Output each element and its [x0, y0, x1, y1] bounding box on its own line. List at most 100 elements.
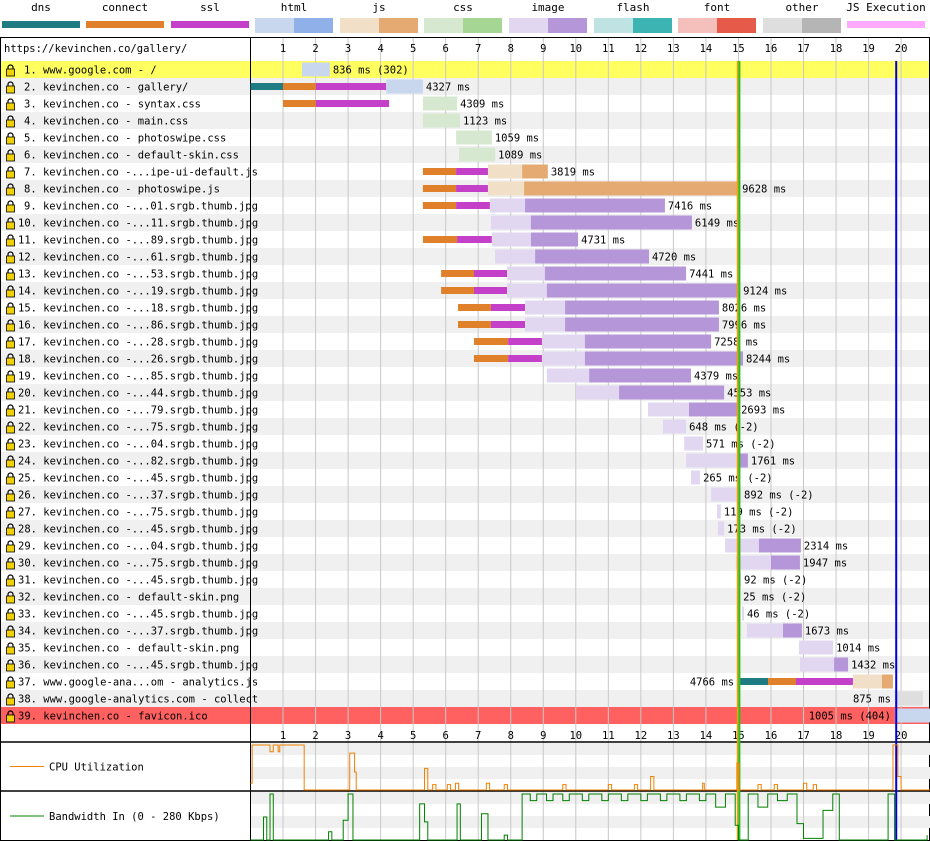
lock-icon	[6, 676, 15, 689]
tick-label: 6	[443, 730, 449, 742]
bar-segment-css-light	[422, 96, 458, 111]
request-label[interactable]: 2. kevinchen.co - gallery/	[24, 82, 188, 94]
request-label[interactable]: 7. kevinchen.co -...ipe-ui-default.js	[24, 167, 258, 179]
request-label[interactable]: 23. kevinchen.co -...04.srgb.thumb.jpg	[18, 439, 258, 451]
request-label[interactable]: 25. kevinchen.co -...45.srgb.thumb.jpg	[18, 473, 258, 485]
request-label[interactable]: 30. kevinchen.co -...75.srgb.thumb.jpg	[18, 558, 258, 570]
request-label[interactable]: 39. kevinchen.co - favicon.ico	[18, 711, 208, 723]
row-background	[1, 214, 929, 231]
row-background	[1, 554, 929, 571]
tick-label: 20	[895, 43, 908, 55]
tick-label: 16	[765, 730, 778, 742]
lock-icon	[6, 183, 15, 196]
request-timing: 7258 ms	[714, 337, 758, 349]
request-label[interactable]: 34. kevinchen.co -...37.srgb.thumb.jpg	[18, 626, 258, 638]
lock-body	[6, 595, 15, 604]
request-label[interactable]: 16. kevinchen.co -...86.srgb.thumb.jpg	[18, 320, 258, 332]
request-label[interactable]: 36. kevinchen.co -...45.srgb.thumb.jpg	[18, 660, 258, 672]
legend-dns: dns	[1, 0, 81, 34]
request-label[interactable]: 11. kevinchen.co -...89.srgb.thumb.jpg	[18, 235, 258, 247]
request-label[interactable]: 27. kevinchen.co -...75.srgb.thumb.jpg	[18, 507, 258, 519]
request-label[interactable]: 22. kevinchen.co -...75.srgb.thumb.jpg	[18, 422, 258, 434]
row-background	[1, 605, 929, 622]
lock-shackle	[7, 319, 14, 324]
lock-shackle	[7, 132, 14, 137]
lock-icon	[6, 336, 15, 349]
request-label[interactable]: 33. kevinchen.co -...45.srgb.thumb.jpg	[18, 609, 258, 621]
request-timing: 1761 ms	[751, 456, 795, 468]
request-label[interactable]: 38. www.google-analytics.com - collect	[18, 694, 258, 706]
lock-body	[6, 561, 15, 570]
bar-segment-image-light	[507, 283, 547, 298]
lock-shackle	[7, 625, 14, 630]
lock-shackle	[7, 608, 14, 613]
tick-label: 3	[345, 43, 351, 55]
request-label[interactable]: 13. kevinchen.co -...53.srgb.thumb.jpg	[18, 269, 258, 281]
tick-label: 8	[508, 730, 514, 742]
bar-segment-ssl	[490, 321, 526, 328]
lock-icon	[6, 574, 15, 587]
request-label[interactable]: 9. kevinchen.co -...01.srgb.thumb.jpg	[24, 201, 258, 213]
request-label[interactable]: 3. kevinchen.co - syntax.css	[24, 99, 201, 111]
lock-shackle	[7, 251, 14, 256]
bar-segment-ssl	[508, 338, 542, 345]
tick-label: 18	[830, 43, 843, 55]
lock-icon	[6, 251, 15, 264]
bar-segment-ssl	[508, 355, 542, 362]
tick-label: 19	[862, 730, 875, 742]
lock-body	[6, 476, 15, 485]
bar-segment-ssl	[456, 185, 488, 192]
request-label[interactable]: 1. www.google.com - /	[24, 65, 157, 77]
bar-segment-image-dark	[689, 402, 739, 417]
request-label[interactable]: 37. www.google-ana...om - analytics.js	[18, 677, 258, 689]
request-label[interactable]: 12. kevinchen.co -...61.srgb.thumb.jpg	[18, 252, 258, 264]
lock-body	[6, 119, 15, 128]
request-label[interactable]: 8. kevinchen.co - photoswipe.js	[24, 184, 220, 196]
bar-segment-connect	[458, 304, 491, 311]
request-label[interactable]: 21. kevinchen.co -...79.srgb.thumb.jpg	[18, 405, 258, 417]
request-timing: 2693 ms	[741, 405, 785, 417]
bar-segment-ssl	[490, 304, 526, 311]
lock-body	[6, 493, 15, 502]
legend-html: html	[254, 0, 334, 34]
tick-label: 12	[635, 43, 648, 55]
request-label[interactable]: 26. kevinchen.co -...37.srgb.thumb.jpg	[18, 490, 258, 502]
request-label[interactable]: 19. kevinchen.co -...85.srgb.thumb.jpg	[18, 371, 258, 383]
bar-segment-image-dark	[565, 317, 719, 332]
lock-shackle	[7, 268, 14, 273]
request-label[interactable]: 17. kevinchen.co -...28.srgb.thumb.jpg	[18, 337, 258, 349]
tick-label: 17	[797, 730, 810, 742]
lock-body	[6, 391, 15, 400]
request-label[interactable]: 24. kevinchen.co -...82.srgb.thumb.jpg	[18, 456, 258, 468]
cpu-utilization-line	[250, 744, 930, 791]
lock-icon	[6, 387, 15, 400]
request-label[interactable]: 5. kevinchen.co - photoswipe.css	[24, 133, 226, 145]
lock-body	[6, 170, 15, 179]
request-label[interactable]: 31. kevinchen.co -...45.srgb.thumb.jpg	[18, 575, 258, 587]
request-label[interactable]: 14. kevinchen.co -...19.srgb.thumb.jpg	[18, 286, 258, 298]
request-label[interactable]: 20. kevinchen.co -...44.srgb.thumb.jpg	[18, 388, 258, 400]
tick-label: 2	[312, 43, 318, 55]
lock-icon	[6, 302, 15, 315]
request-label[interactable]: 4. kevinchen.co - main.css	[24, 116, 188, 128]
lock-icon	[6, 659, 15, 672]
request-label[interactable]: 35. kevinchen.co - default-skin.png	[18, 643, 239, 655]
bar-segment-js-light	[852, 674, 882, 689]
request-label[interactable]: 32. kevinchen.co - default-skin.png	[18, 592, 239, 604]
request-timing: 4327 ms	[426, 82, 470, 94]
lock-icon	[6, 608, 15, 621]
request-label[interactable]: 10. kevinchen.co -...11.srgb.thumb.jpg	[18, 218, 258, 230]
request-label[interactable]: 15. kevinchen.co -...18.srgb.thumb.jpg	[18, 303, 258, 315]
request-label[interactable]: 6. kevinchen.co - default-skin.css	[24, 150, 239, 162]
lock-shackle	[7, 676, 14, 681]
lock-icon	[6, 149, 15, 162]
bar-segment-image-dark	[525, 198, 665, 213]
request-timing: 1005 ms (404)	[809, 711, 891, 723]
tick-label: 2	[312, 730, 318, 742]
bar-segment-js-light	[487, 181, 525, 196]
legend-js-execution: JS Execution	[846, 0, 926, 34]
request-label[interactable]: 28. kevinchen.co -...45.srgb.thumb.jpg	[18, 524, 258, 536]
request-timing: 571 ms (-2)	[706, 439, 776, 451]
request-label[interactable]: 29. kevinchen.co -...04.srgb.thumb.jpg	[18, 541, 258, 553]
request-label[interactable]: 18. kevinchen.co -...26.srgb.thumb.jpg	[18, 354, 258, 366]
